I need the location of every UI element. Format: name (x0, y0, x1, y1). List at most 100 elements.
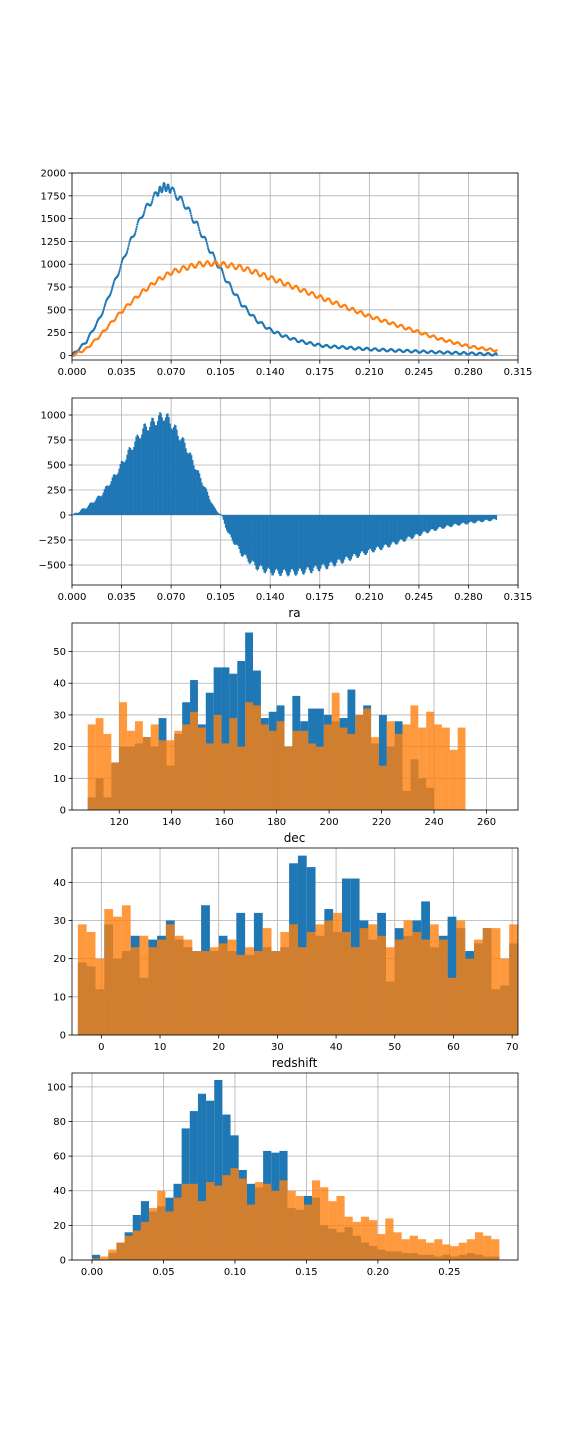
hist-bar (263, 1183, 272, 1260)
y-tick-label: 40 (53, 679, 66, 690)
scatter-point (134, 230, 137, 233)
diff-bar (121, 460, 124, 515)
diff-bar (306, 515, 308, 568)
diff-bar (156, 420, 159, 515)
diff-bar (476, 515, 478, 522)
hist-bar (201, 951, 210, 1035)
diff-bar (111, 477, 114, 515)
x-tick-label: 0.210 (355, 592, 384, 603)
x-tick-label: 260 (477, 817, 496, 828)
x-tick-label: 0.175 (305, 592, 334, 603)
hist-bar (312, 1180, 321, 1260)
diff-bar (462, 515, 465, 523)
x-tick-label: 0.315 (504, 367, 533, 378)
diff-bar (298, 515, 300, 569)
diff-bar (332, 515, 334, 566)
diff-bar (435, 515, 438, 531)
diff-bar (159, 412, 161, 515)
diff-bar (410, 515, 413, 539)
diff-bar (118, 468, 120, 515)
hist-bar (165, 924, 175, 1035)
scatter-point (198, 231, 202, 234)
diff-bar (486, 515, 488, 520)
diff-bar (402, 515, 405, 542)
scatter-point (495, 353, 498, 356)
diff-bar (215, 510, 218, 515)
diff-bar (296, 515, 298, 575)
diff-bar (105, 485, 108, 515)
diff-bar (391, 515, 393, 543)
hist-bar (189, 1183, 198, 1260)
hist-bar (142, 737, 151, 810)
scatter-point (128, 242, 131, 245)
diff-bar (381, 515, 383, 550)
diff-bar (461, 515, 464, 523)
diff-bar (137, 435, 140, 515)
redshift-panel-title: redshift (272, 1056, 318, 1070)
hist-bar (491, 1239, 500, 1260)
diff-bar (214, 508, 217, 515)
diff-bar (344, 515, 347, 557)
diff-bar (250, 515, 253, 562)
diff-bar (399, 515, 401, 540)
hist-bar (401, 1239, 410, 1260)
hist-bar (371, 737, 379, 810)
diff-bar (272, 515, 274, 576)
hist-bar (308, 743, 316, 810)
diff-bar (218, 513, 220, 515)
diff-bar (326, 515, 329, 569)
diff-bar (144, 423, 146, 515)
diff-bar (354, 515, 356, 554)
diff-bar (442, 515, 444, 529)
diff-bar (411, 515, 414, 539)
diff-bar (369, 515, 372, 550)
diff-bar (153, 421, 155, 515)
diff-bar (161, 417, 163, 515)
diff-bar (343, 515, 346, 560)
diff-bar (451, 515, 453, 527)
diff-bar (149, 427, 151, 515)
diff-bar (322, 515, 324, 564)
diff-bar (475, 515, 477, 523)
scatter-point (172, 188, 175, 191)
scatter-point (135, 225, 138, 228)
diff-bar (167, 413, 169, 515)
diff-bar (264, 515, 266, 574)
diff-bar (279, 515, 281, 577)
scatter-point (144, 206, 147, 209)
x-tick-label: 220 (372, 817, 391, 828)
scatter-point (111, 286, 114, 289)
diff-bar (449, 515, 451, 527)
diff-bar (164, 417, 167, 515)
hist-bar (182, 724, 191, 810)
hist-bar (280, 931, 290, 1035)
hist-bar (409, 1235, 418, 1260)
hist-bar (121, 905, 131, 1035)
hist-bar (127, 730, 135, 810)
hist-bar (214, 1079, 223, 1260)
diff-bar (444, 515, 447, 527)
hist-bar (331, 692, 340, 810)
diff-bar (491, 515, 493, 521)
hist-bar (336, 1195, 345, 1260)
scatter-point (103, 304, 106, 308)
x-tick-label: 0.175 (305, 367, 334, 378)
y-tick-label: 500 (47, 461, 66, 472)
diff-bar (424, 515, 426, 532)
diff-bar (376, 515, 379, 547)
scatter-point (230, 287, 233, 290)
scatter-point (125, 251, 129, 254)
diff-bar (414, 515, 416, 536)
diff-bar (90, 502, 92, 515)
hist-bar (473, 939, 483, 1035)
hist-bar (491, 928, 501, 1035)
diff-bar (202, 485, 204, 515)
diff-bar (257, 515, 260, 570)
hist-bar (253, 705, 261, 810)
diff-bar (129, 447, 132, 515)
hist-bar (111, 762, 120, 810)
diff-bar (74, 512, 76, 515)
hist-bar (205, 743, 214, 810)
scatter-point (104, 303, 107, 306)
hist-bar (295, 1195, 304, 1260)
